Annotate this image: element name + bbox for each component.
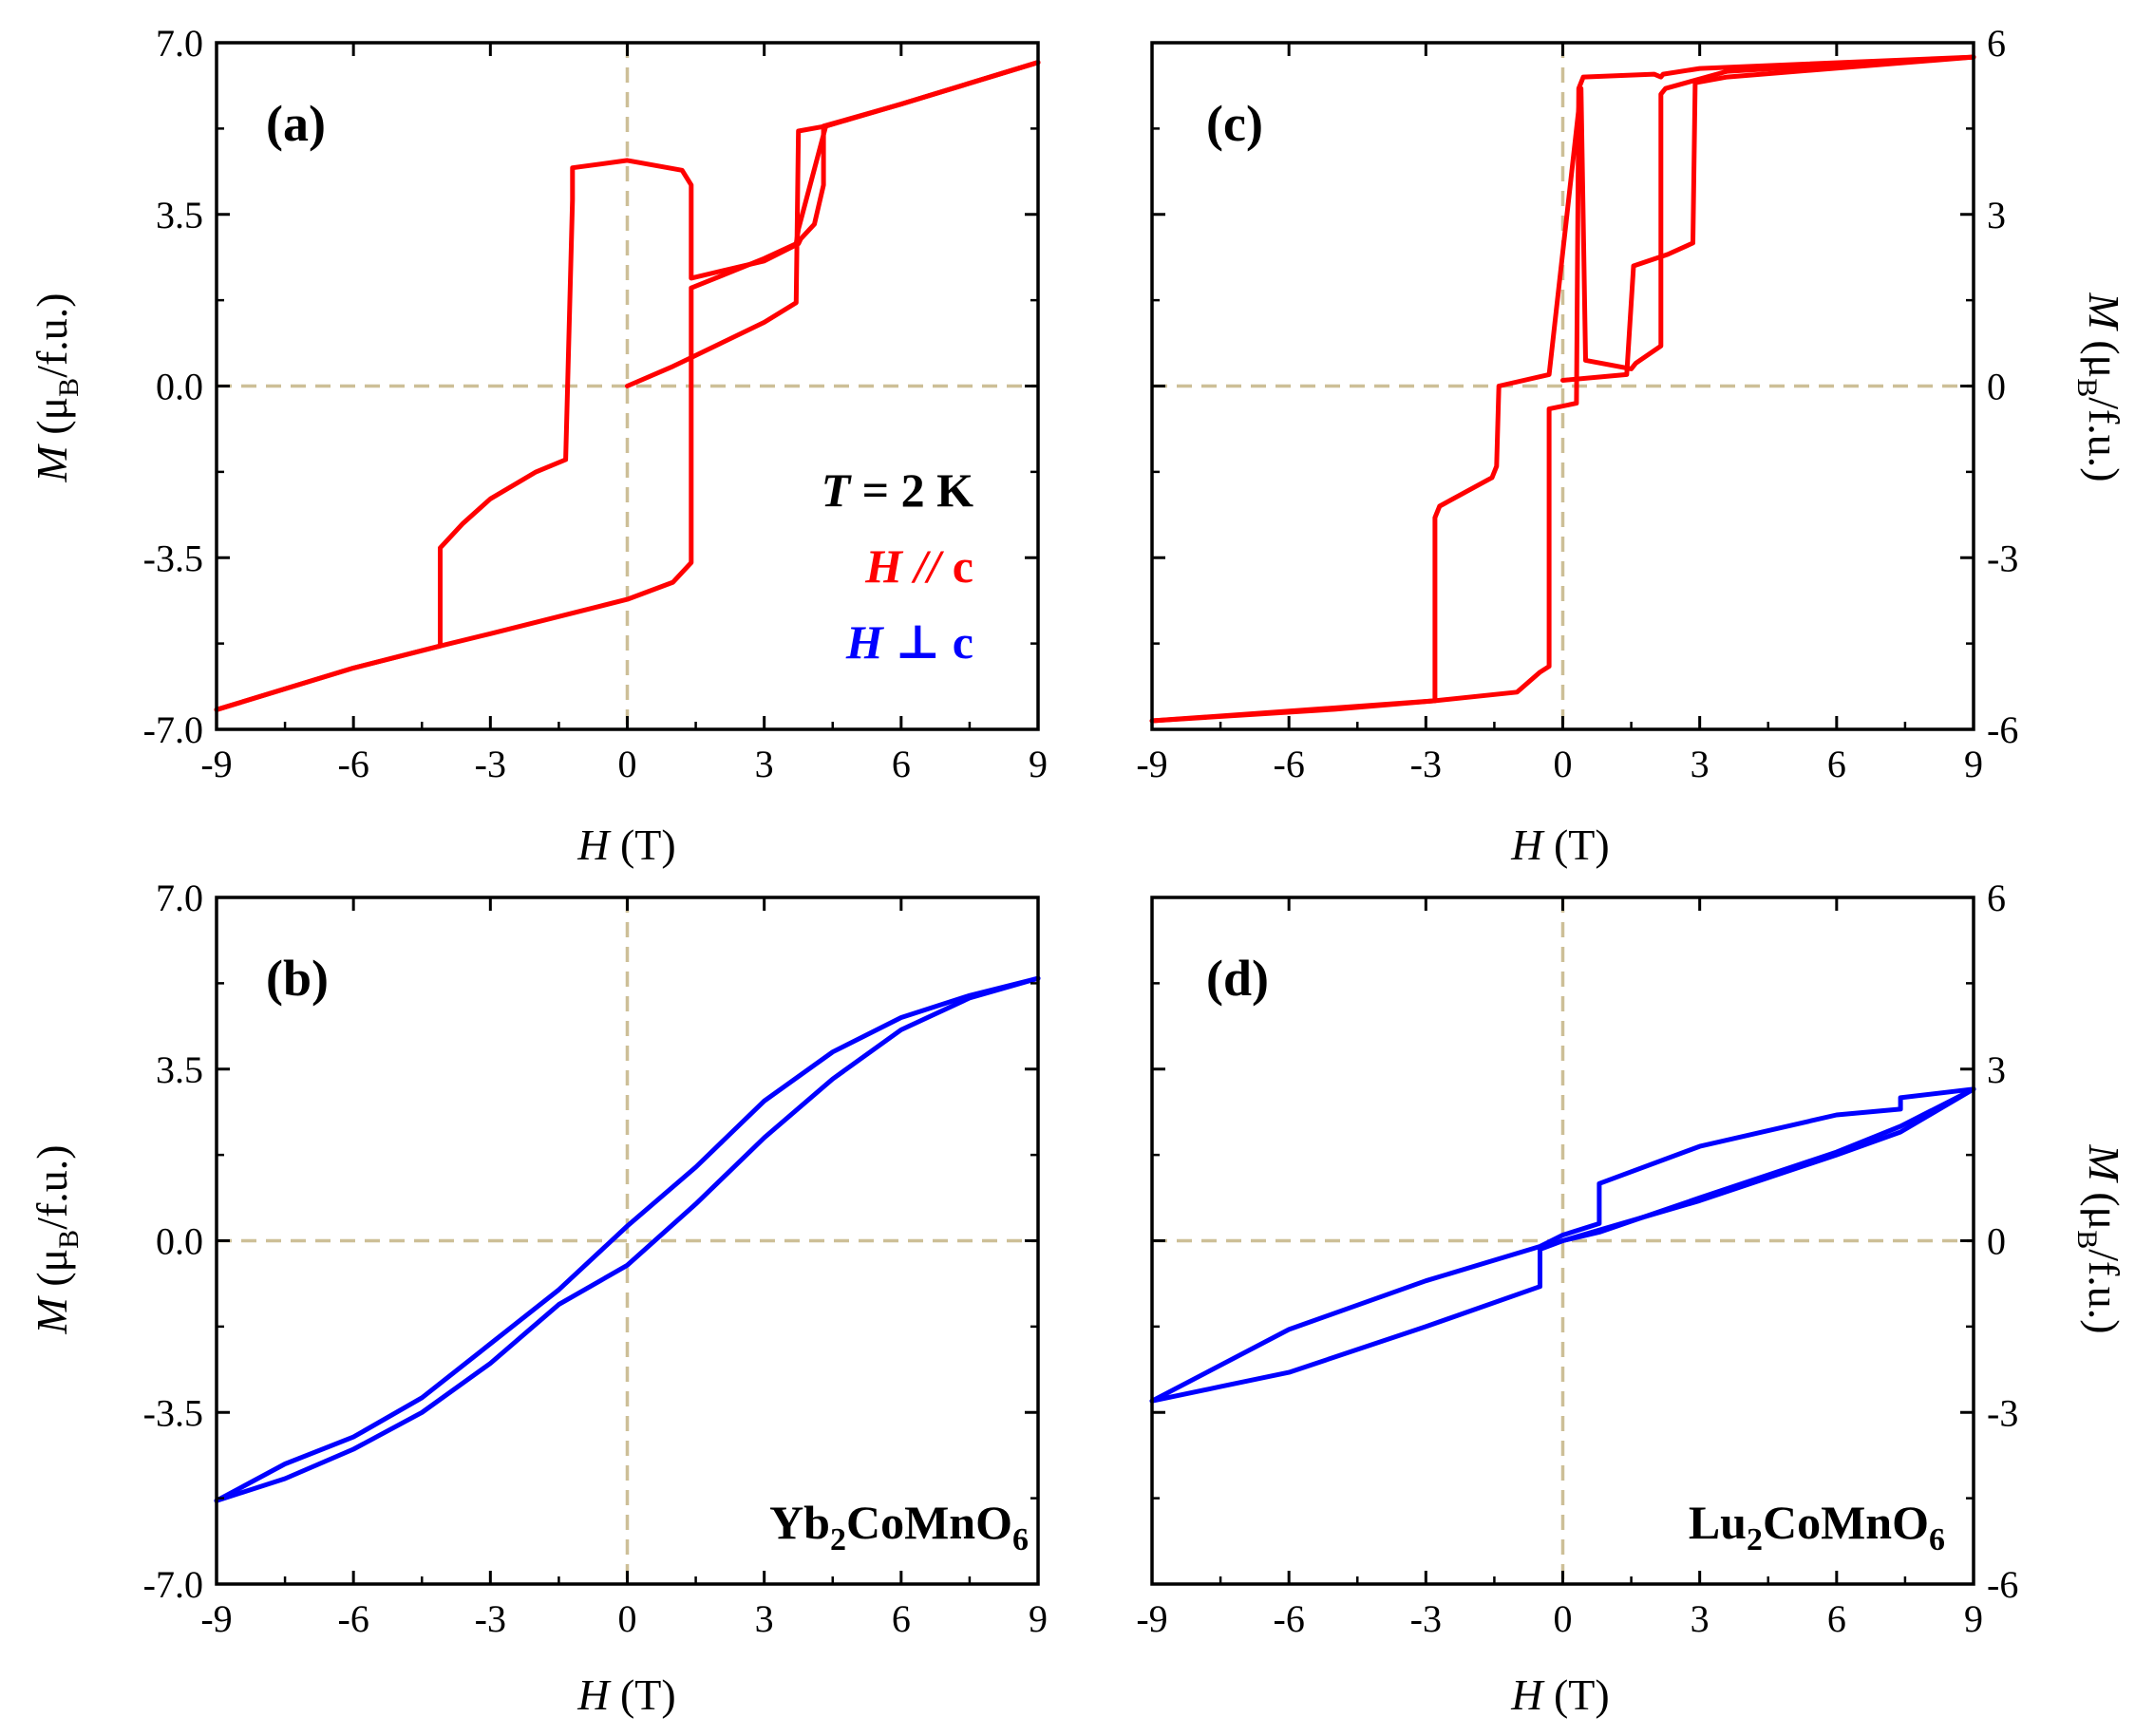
panel-b-xtick-label: -6 <box>338 1597 369 1640</box>
legend: T = 2 K H // c H ⊥ c <box>822 463 974 669</box>
panel-a-xtick-label: 0 <box>618 743 637 785</box>
panel-d-series-ascending <box>1149 1086 1976 1404</box>
panel-c-xtick-label: -3 <box>1410 743 1442 785</box>
panel-a-ytick-label: 7.0 <box>156 22 203 65</box>
panel-a-ytick-label: 0.0 <box>156 366 203 408</box>
panel-d-ytick-label: -6 <box>1987 1563 2018 1606</box>
panel-c-series-descending <box>1149 54 1976 724</box>
panel-c-ytick-label: 3 <box>1987 194 2006 236</box>
panel-b-xtick-label: 6 <box>892 1597 911 1640</box>
panel-a-xtick-label: -9 <box>200 743 232 785</box>
panel-c-xtick-label: -6 <box>1274 743 1305 785</box>
panel-c-series-ascending <box>1149 54 1976 724</box>
panel-c-xtick-label: 3 <box>1691 743 1710 785</box>
panel-c-xtick-label: 6 <box>1827 743 1846 785</box>
compound-label-lu2comno6: Lu2CoMnO6 <box>1689 1496 1945 1557</box>
panel-d-ytick-label: 3 <box>1987 1048 2006 1091</box>
panel-a-xtick-label: -3 <box>475 743 506 785</box>
panel-a-xtick-label: 3 <box>755 743 774 785</box>
panel-d-ytick-label: 6 <box>1987 877 2006 919</box>
panel-b-xtick-label: -9 <box>200 1597 232 1640</box>
legend-entry-h-perp-c: H ⊥ c <box>845 615 973 669</box>
panel-a-ytick-label: -3.5 <box>143 537 203 579</box>
x-axis-title-b: H (T) <box>576 1670 675 1719</box>
panel-b-tag: (b) <box>266 950 329 1007</box>
panel-b-xtick-label: 3 <box>755 1597 774 1640</box>
panel-c-ytick-label: 0 <box>1987 366 2006 408</box>
svg-text:M (μB/f.u.): M (μB/f.u.) <box>2071 1143 2128 1333</box>
svg-text:M (μB/f.u.): M (μB/f.u.) <box>28 292 85 482</box>
panel-a: -9 -6 -3 0 3 6 9 -7.0 -3.5 0.0 3.5 7.0 <box>143 22 1048 785</box>
panel-b-ytick-label: 0.0 <box>156 1220 203 1263</box>
panel-d-xtick-label: 6 <box>1827 1597 1846 1640</box>
x-axis-title-a: H (T) <box>576 821 675 869</box>
x-axis-title-d: H (T) <box>1510 1670 1609 1719</box>
panel-a-series-ascending <box>214 60 1041 712</box>
panel-a-xtick-label: 6 <box>892 743 911 785</box>
panel-b-ytick-label: 7.0 <box>156 877 203 919</box>
x-axis-title-c: H (T) <box>1510 821 1609 869</box>
panel-a-ytick-label: -7.0 <box>143 708 203 751</box>
panel-c-tag: (c) <box>1206 95 1263 152</box>
panel-a-tag: (a) <box>266 95 326 152</box>
panel-c-series-virgin <box>1560 54 1976 383</box>
panel-b-xtick-label: -3 <box>475 1597 506 1640</box>
panel-b-series-descending <box>214 975 1041 1503</box>
panel-c-xtick-label: 0 <box>1554 743 1573 785</box>
legend-entry-h-parallel-c: H // c <box>864 539 973 593</box>
y-axis-title-a: M (μB/f.u.) <box>28 292 85 482</box>
panel-b-series-ascending <box>214 975 1041 1503</box>
panel-a-ytick-label: 3.5 <box>156 194 203 236</box>
panel-b-ytick-label: -3.5 <box>143 1391 203 1434</box>
panel-d-ytick-label: -3 <box>1987 1391 2018 1434</box>
panel-d-xtick-label: -9 <box>1136 1597 1167 1640</box>
compound-label-yb2comno6: Yb2CoMnO6 <box>769 1496 1029 1557</box>
panel-c-xtick-label: -9 <box>1136 743 1167 785</box>
panel-d-xtick-label: 3 <box>1691 1597 1710 1640</box>
panel-d-xtick-label: 0 <box>1554 1597 1573 1640</box>
panel-d-tag: (d) <box>1206 950 1269 1007</box>
y-axis-title-d: M (μB/f.u.) <box>2071 1143 2128 1333</box>
y-axis-title-c: M (μB/f.u.) <box>2071 292 2128 481</box>
panel-c-xtick-label: 9 <box>1964 743 1983 785</box>
panel-c-ytick-label: -3 <box>1987 537 2018 579</box>
panel-d-xtick-label: 9 <box>1964 1597 1983 1640</box>
panel-b-ytick-label: -7.0 <box>143 1563 203 1606</box>
panel-d-series-virgin <box>1560 1086 1976 1243</box>
svg-text:M (μB/f.u.): M (μB/f.u.) <box>28 1144 85 1334</box>
panel-c-ytick-label: 6 <box>1987 22 2006 65</box>
y-axis-title-b: M (μB/f.u.) <box>28 1144 85 1334</box>
panel-d-series-descending <box>1149 1086 1976 1404</box>
panel-a-series-descending <box>214 60 1041 712</box>
panel-b-ytick-label: 3.5 <box>156 1048 203 1091</box>
panel-c-ytick-label: -6 <box>1987 708 2018 751</box>
panel-d-xtick-label: -6 <box>1274 1597 1305 1640</box>
panel-a-xtick-label: -6 <box>338 743 369 785</box>
panel-d-xtick-label: -3 <box>1410 1597 1442 1640</box>
panel-b: -9 -6 -3 0 3 6 9 -7.0 -3.5 0.0 3.5 7.0 <box>143 877 1048 1640</box>
panel-d-ytick-label: 0 <box>1987 1220 2006 1263</box>
panel-a-xtick-label: 9 <box>1029 743 1048 785</box>
panel-b-xtick-label: 0 <box>618 1597 637 1640</box>
panel-b-xtick-label: 9 <box>1029 1597 1048 1640</box>
legend-temperature: T = 2 K <box>822 463 974 517</box>
svg-text:M (μB/f.u.): M (μB/f.u.) <box>2071 292 2128 481</box>
